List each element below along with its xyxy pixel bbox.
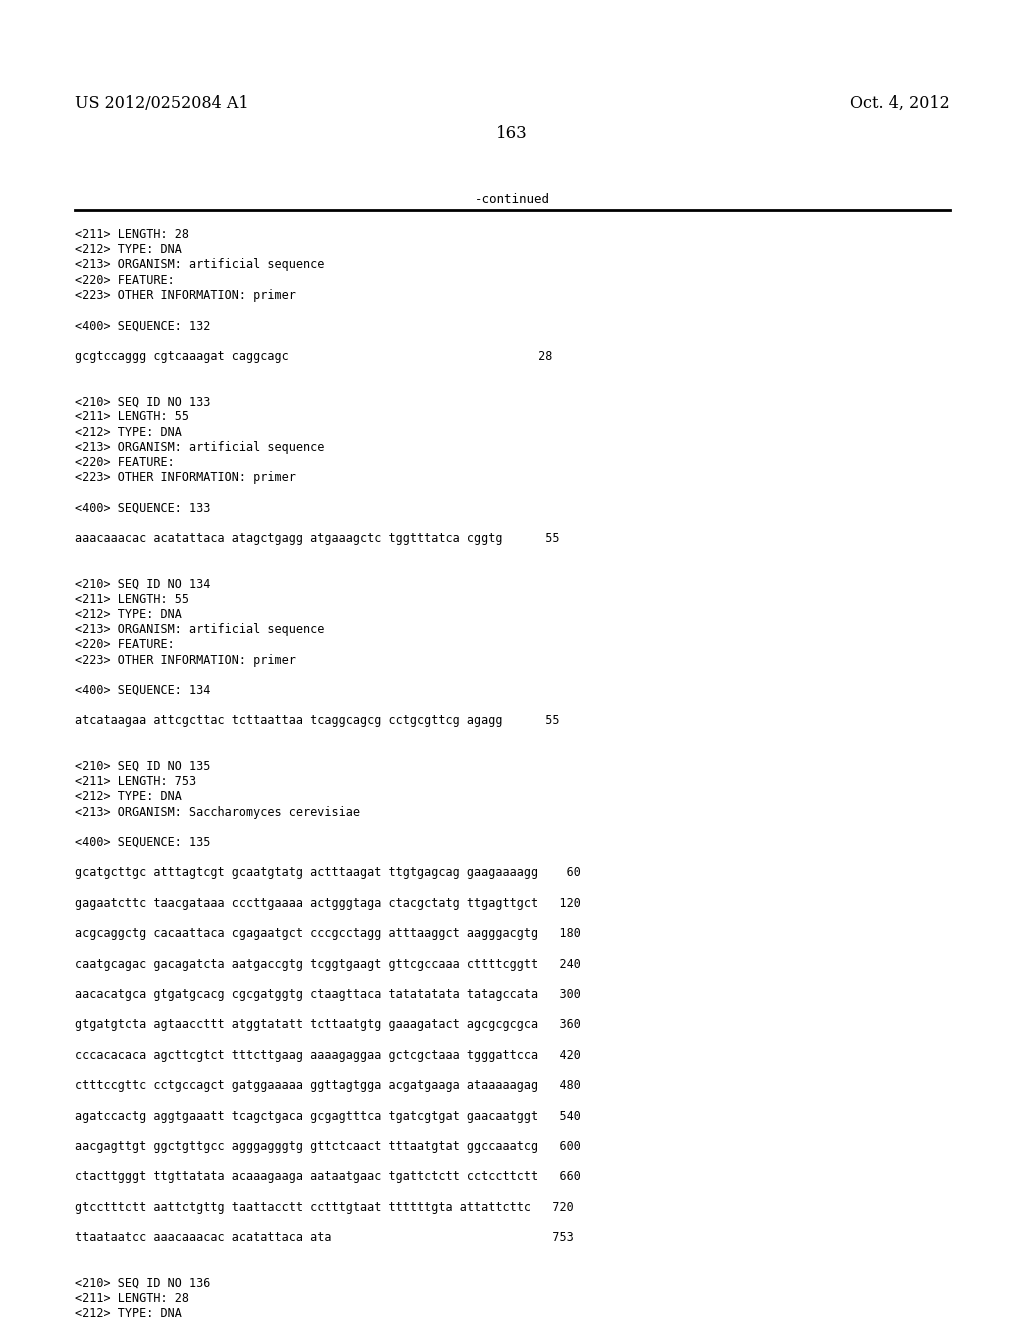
Text: atcataagaa attcgcttac tcttaattaa tcaggcagcg cctgcgttcg agagg      55: atcataagaa attcgcttac tcttaattaa tcaggca…	[75, 714, 559, 727]
Text: gtcctttctt aattctgttg taattacctt cctttgtaat ttttttgta attattcttc   720: gtcctttctt aattctgttg taattacctt cctttgt…	[75, 1201, 573, 1214]
Text: <213> ORGANISM: artificial sequence: <213> ORGANISM: artificial sequence	[75, 623, 325, 636]
Text: aaacaaacac acatattaca atagctgagg atgaaagctc tggtttatca cggtg      55: aaacaaacac acatattaca atagctgagg atgaaag…	[75, 532, 559, 545]
Text: 163: 163	[496, 125, 528, 143]
Text: aacgagttgt ggctgttgcc agggagggtg gttctcaact tttaatgtat ggccaaatcg   600: aacgagttgt ggctgttgcc agggagggtg gttctca…	[75, 1140, 581, 1152]
Text: <210> SEQ ID NO 135: <210> SEQ ID NO 135	[75, 760, 210, 774]
Text: <212> TYPE: DNA: <212> TYPE: DNA	[75, 243, 182, 256]
Text: <212> TYPE: DNA: <212> TYPE: DNA	[75, 425, 182, 438]
Text: gcgtccaggg cgtcaaagat caggcagc                                   28: gcgtccaggg cgtcaaagat caggcagc 28	[75, 350, 552, 363]
Text: <213> ORGANISM: Saccharomyces cerevisiae: <213> ORGANISM: Saccharomyces cerevisiae	[75, 805, 360, 818]
Text: <212> TYPE: DNA: <212> TYPE: DNA	[75, 1307, 182, 1320]
Text: -continued: -continued	[474, 193, 550, 206]
Text: <210> SEQ ID NO 133: <210> SEQ ID NO 133	[75, 395, 210, 408]
Text: acgcaggctg cacaattaca cgagaatgct cccgcctagg atttaaggct aagggacgtg   180: acgcaggctg cacaattaca cgagaatgct cccgcct…	[75, 927, 581, 940]
Text: cccacacaca agcttcgtct tttcttgaag aaaagaggaa gctcgctaaa tgggattcca   420: cccacacaca agcttcgtct tttcttgaag aaaagag…	[75, 1049, 581, 1061]
Text: Oct. 4, 2012: Oct. 4, 2012	[850, 95, 950, 112]
Text: aacacatgca gtgatgcacg cgcgatggtg ctaagttaca tatatatata tatagccata   300: aacacatgca gtgatgcacg cgcgatggtg ctaagtt…	[75, 987, 581, 1001]
Text: <210> SEQ ID NO 134: <210> SEQ ID NO 134	[75, 578, 210, 590]
Text: gcatgcttgc atttagtcgt gcaatgtatg actttaagat ttgtgagcag gaagaaaagg    60: gcatgcttgc atttagtcgt gcaatgtatg actttaa…	[75, 866, 581, 879]
Text: <212> TYPE: DNA: <212> TYPE: DNA	[75, 609, 182, 620]
Text: gagaatcttc taacgataaa cccttgaaaa actgggtaga ctacgctatg ttgagttgct   120: gagaatcttc taacgataaa cccttgaaaa actgggt…	[75, 896, 581, 909]
Text: <212> TYPE: DNA: <212> TYPE: DNA	[75, 791, 182, 804]
Text: caatgcagac gacagatcta aatgaccgtg tcggtgaagt gttcgccaaa cttttcggtt   240: caatgcagac gacagatcta aatgaccgtg tcggtga…	[75, 957, 581, 970]
Text: <223> OTHER INFORMATION: primer: <223> OTHER INFORMATION: primer	[75, 289, 296, 302]
Text: ttaataatcc aaacaaacac acatattaca ata                               753: ttaataatcc aaacaaacac acatattaca ata 753	[75, 1232, 573, 1245]
Text: <220> FEATURE:: <220> FEATURE:	[75, 455, 175, 469]
Text: agatccactg aggtgaaatt tcagctgaca gcgagtttca tgatcgtgat gaacaatggt   540: agatccactg aggtgaaatt tcagctgaca gcgagtt…	[75, 1110, 581, 1122]
Text: <213> ORGANISM: artificial sequence: <213> ORGANISM: artificial sequence	[75, 441, 325, 454]
Text: ctttccgttc cctgccagct gatggaaaaa ggttagtgga acgatgaaga ataaaaagag   480: ctttccgttc cctgccagct gatggaaaaa ggttagt…	[75, 1080, 581, 1092]
Text: <400> SEQUENCE: 133: <400> SEQUENCE: 133	[75, 502, 210, 515]
Text: <400> SEQUENCE: 134: <400> SEQUENCE: 134	[75, 684, 210, 697]
Text: <211> LENGTH: 28: <211> LENGTH: 28	[75, 1292, 189, 1305]
Text: <220> FEATURE:: <220> FEATURE:	[75, 273, 175, 286]
Text: <210> SEQ ID NO 136: <210> SEQ ID NO 136	[75, 1276, 210, 1290]
Text: US 2012/0252084 A1: US 2012/0252084 A1	[75, 95, 249, 112]
Text: <211> LENGTH: 55: <211> LENGTH: 55	[75, 593, 189, 606]
Text: <211> LENGTH: 55: <211> LENGTH: 55	[75, 411, 189, 424]
Text: <400> SEQUENCE: 135: <400> SEQUENCE: 135	[75, 836, 210, 849]
Text: <211> LENGTH: 28: <211> LENGTH: 28	[75, 228, 189, 242]
Text: <223> OTHER INFORMATION: primer: <223> OTHER INFORMATION: primer	[75, 653, 296, 667]
Text: <220> FEATURE:: <220> FEATURE:	[75, 639, 175, 651]
Text: <400> SEQUENCE: 132: <400> SEQUENCE: 132	[75, 319, 210, 333]
Text: gtgatgtcta agtaaccttt atggtatatt tcttaatgtg gaaagatact agcgcgcgca   360: gtgatgtcta agtaaccttt atggtatatt tcttaat…	[75, 1019, 581, 1031]
Text: <211> LENGTH: 753: <211> LENGTH: 753	[75, 775, 197, 788]
Text: <213> ORGANISM: artificial sequence: <213> ORGANISM: artificial sequence	[75, 259, 325, 272]
Text: ctacttgggt ttgttatata acaaagaaga aataatgaac tgattctctt cctccttctt   660: ctacttgggt ttgttatata acaaagaaga aataatg…	[75, 1171, 581, 1184]
Text: <223> OTHER INFORMATION: primer: <223> OTHER INFORMATION: primer	[75, 471, 296, 484]
